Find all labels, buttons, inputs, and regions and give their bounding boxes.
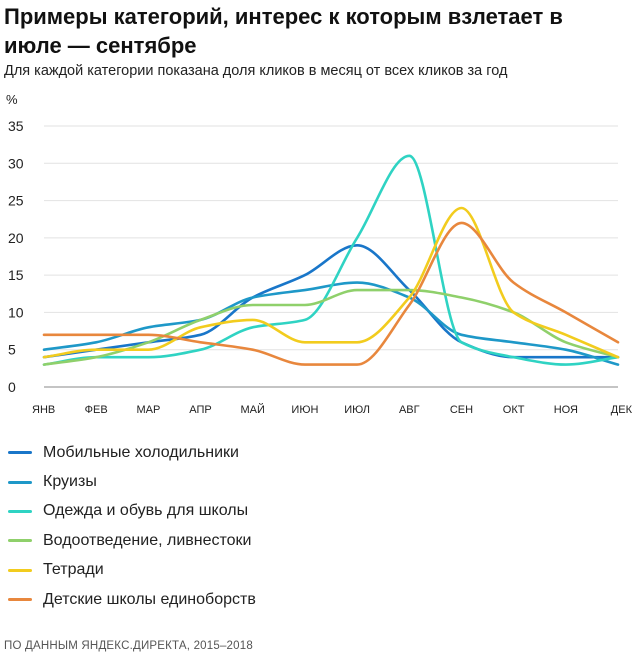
legend-item-1: Мобильные холодильники	[8, 438, 256, 467]
y-tick-label-25: 25	[8, 193, 24, 209]
x-tick-label-9: ОКТ	[503, 404, 525, 416]
legend-label: Мобильные холодильники	[43, 443, 239, 461]
x-tick-label-0: ЯНВ	[32, 404, 55, 416]
y-tick-label-35: 35	[8, 118, 24, 134]
x-tick-labels: ЯНВ ФЕВ МАР АПР МАЙ ИЮН ИЮЛ АВГ СЕН ОКТ НОЯ ДЕК	[32, 403, 633, 416]
legend-swatch	[8, 568, 32, 572]
y-tick-label-5: 5	[8, 342, 16, 358]
legend-label: Тетради	[43, 561, 104, 579]
x-tick-label-6: ИЮЛ	[344, 404, 370, 416]
legend-item-3: Одежда и обувь для школы	[8, 497, 256, 526]
series-line-6	[42, 221, 620, 366]
source-note: ПО ДАННЫМ ЯНДЕКС.ДИРЕКТА, 2015–2018	[4, 640, 253, 652]
legend-item-5: Тетради	[8, 556, 256, 585]
legend-label: Детские школы единоборств	[43, 590, 256, 608]
series-line-2	[42, 281, 620, 366]
series-lines	[42, 154, 620, 366]
legend-label: Водоотведение, ливнестоки	[43, 531, 252, 549]
series-line-4	[42, 288, 620, 366]
x-tick-label-5: ИЮН	[291, 404, 318, 416]
legend: Мобильные холодильники Круизы Одежда и обу…	[8, 438, 256, 614]
grid-lines	[44, 125, 618, 388]
y-tick-label-30: 30	[8, 155, 24, 171]
series-line-1	[42, 244, 620, 359]
legend-swatch	[8, 509, 32, 513]
legend-item-2: Круизы	[8, 467, 256, 496]
x-tick-label-10: НОЯ	[554, 404, 578, 416]
x-tick-label-2: МАР	[136, 404, 160, 416]
series-line-5	[42, 206, 620, 359]
legend-label: Одежда и обувь для школы	[43, 502, 249, 520]
x-tick-label-1: ФЕВ	[85, 404, 108, 416]
legend-swatch	[8, 451, 32, 455]
x-tick-label-8: СЕН	[450, 404, 473, 416]
line-chart: 0 5 10 15 20 25 30 35 ЯНВ ФЕВ МАР АПР МАЙ ИЮН ИЮЛ АВГ С…	[6, 92, 633, 416]
y-tick-label-10: 10	[8, 304, 24, 320]
legend-swatch	[8, 539, 32, 543]
x-tick-label-7: АВГ	[399, 404, 420, 416]
chart-title: Примеры категорий, интерес к которым взл…	[4, 4, 563, 58]
y-axis-label: %	[6, 92, 18, 107]
y-tick-label-15: 15	[8, 267, 24, 283]
y-tick-labels: 0 5 10 15 20 25 30 35	[8, 118, 24, 395]
chart-subtitle: Для каждой категории показана доля клико…	[4, 63, 508, 79]
x-tick-label-3: АПР	[189, 404, 211, 416]
legend-label: Круизы	[43, 473, 97, 491]
x-tick-label-11: ДЕК	[611, 404, 633, 416]
legend-swatch	[8, 598, 32, 602]
y-tick-label-0: 0	[8, 379, 16, 395]
x-tick-label-4: МАЙ	[241, 403, 265, 416]
legend-item-6: Детские школы единоборств	[8, 585, 256, 614]
legend-item-4: Водоотведение, ливнестоки	[8, 526, 256, 555]
legend-swatch	[8, 480, 32, 484]
series-line-3	[42, 154, 620, 366]
y-tick-label-20: 20	[8, 230, 24, 246]
